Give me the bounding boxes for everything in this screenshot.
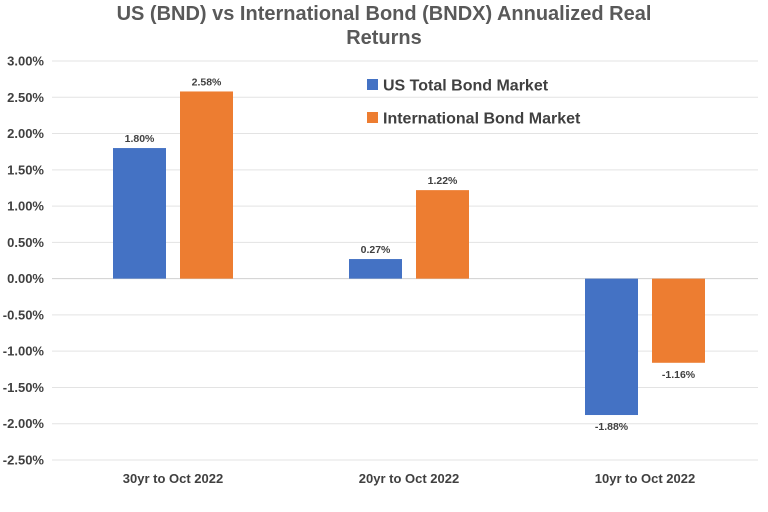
chart-title-line-1: US (BND) vs International Bond (BNDX) An… — [116, 3, 652, 25]
y-axis-tick-labels: 3.00% 2.50% 2.00% 1.50% 1.00% 0.50% 0.00% -0.50… — [3, 54, 45, 468]
y-tick-label: -1.00% — [3, 344, 45, 359]
legend-swatch — [367, 79, 378, 90]
data-label: 1.22% — [428, 175, 458, 187]
x-category-label: 30yr to Oct 2022 — [123, 471, 223, 486]
y-tick-label: 0.50% — [7, 235, 44, 250]
bar — [416, 190, 469, 279]
data-labels: 1.80% 0.27% -1.88% 2.58% 1.22% -1.16% — [125, 76, 696, 433]
bar — [585, 278, 638, 416]
bar — [113, 148, 166, 279]
x-axis-category-labels: 30yr to Oct 2022 20yr to Oct 2022 10yr to … — [123, 471, 695, 486]
y-tick-label: 1.50% — [7, 162, 44, 177]
data-label: 0.27% — [361, 244, 391, 256]
data-label: 2.58% — [192, 76, 222, 88]
legend: US Total Bond Market International Bond M… — [367, 78, 581, 128]
y-tick-label: 0.00% — [7, 271, 44, 286]
x-category-label: 20yr to Oct 2022 — [359, 471, 459, 486]
y-tick-label: -0.50% — [3, 307, 45, 322]
bars — [113, 91, 705, 416]
legend-label: International Bond Market — [383, 111, 581, 128]
y-tick-label: 2.50% — [7, 90, 44, 105]
gridlines — [52, 60, 758, 461]
y-tick-label: 1.00% — [7, 199, 44, 214]
bar — [349, 259, 402, 279]
y-tick-label: -2.50% — [3, 453, 45, 468]
legend-label: US Total Bond Market — [383, 78, 549, 95]
legend-swatch — [367, 112, 378, 123]
y-tick-label: -2.00% — [3, 416, 45, 431]
y-tick-label: 3.00% — [7, 54, 44, 69]
chart-title-line-2: Returns — [346, 27, 422, 49]
data-label: 1.80% — [125, 133, 155, 145]
chart-title: US (BND) vs International Bond (BNDX) An… — [0, 2, 768, 50]
bar — [180, 91, 233, 279]
data-label: -1.88% — [595, 421, 629, 433]
bar — [652, 278, 705, 363]
x-category-label: 10yr to Oct 2022 — [595, 471, 695, 486]
data-label: -1.16% — [662, 369, 696, 381]
y-tick-label: -1.50% — [3, 380, 45, 395]
y-tick-label: 2.00% — [7, 126, 44, 141]
